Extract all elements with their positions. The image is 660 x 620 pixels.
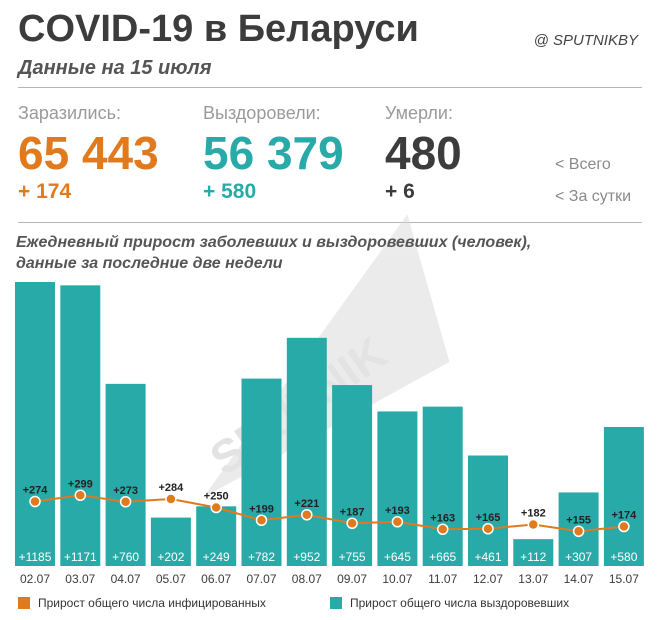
recovered-value-label: +1185: [19, 550, 52, 564]
bar: [105, 383, 146, 566]
infected-point: [346, 517, 358, 529]
page-subtitle: Данные на 15 июля: [18, 57, 212, 79]
recovered-value-label: +112: [520, 550, 546, 564]
bar: [196, 506, 237, 566]
x-tick-label: 08.07: [292, 572, 322, 586]
legend-infected-label: Прирост общего числа инфицированных: [38, 596, 266, 610]
infected-point: [572, 525, 585, 537]
bar: [513, 539, 554, 566]
infected-value-label: +299: [68, 478, 93, 490]
infected-point: [255, 514, 268, 526]
infected-value-label: +199: [249, 503, 274, 515]
infected-point: [29, 495, 41, 508]
recovered-value-label: +665: [429, 550, 456, 564]
infected-point: [165, 493, 177, 505]
legend-recovered: Прирост общего числа выздоровевших: [330, 596, 569, 610]
infected-point: [301, 509, 313, 521]
recovered-value-label: +952: [293, 550, 320, 564]
infected-value-label: +165: [476, 512, 501, 524]
stat-recovered-label: Выздоровели:: [203, 103, 321, 123]
note-day: < За сутки: [555, 188, 632, 205]
recovered-value-label: +1171: [64, 550, 97, 564]
stat-recovered-delta: + 580: [203, 180, 257, 203]
legend-recovered-label: Прирост общего числа выздоровевших: [350, 596, 570, 610]
stat-dead: Умерли: 480 + 6: [385, 103, 462, 204]
recovered-value-label: +782: [248, 550, 275, 564]
stat-dead-total: 480: [385, 127, 462, 179]
infected-point: [482, 523, 494, 535]
bar: [603, 426, 644, 566]
bar: [60, 285, 101, 566]
recovered-value-label: +580: [610, 550, 637, 564]
brand-handle[interactable]: @ SPUTNIKBY: [533, 32, 638, 49]
x-tick-label: 02.07: [20, 572, 50, 586]
recovered-value-label: +307: [565, 550, 592, 564]
x-tick-label: 15.07: [609, 572, 639, 586]
bar: [377, 411, 418, 566]
x-tick-label: 07.07: [246, 572, 276, 586]
infected-point: [391, 516, 404, 528]
bar: [286, 337, 327, 566]
stat-recovered: Выздоровели: 56 379 + 580: [203, 103, 344, 204]
bar: [332, 385, 373, 566]
stat-infected-delta: + 174: [18, 180, 72, 203]
header-divider: [18, 87, 642, 88]
recovered-value-label: +760: [112, 550, 139, 564]
chart-title: Ежедневный прирост заболевших и выздоров…: [16, 232, 616, 274]
stat-dead-label: Умерли:: [385, 103, 453, 123]
infected-value-label: +193: [385, 505, 410, 517]
chart-title-line-1: Ежедневный прирост заболевших и выздоров…: [16, 234, 532, 251]
x-tick-label: 04.07: [111, 572, 141, 586]
stat-dead-delta: + 6: [385, 180, 415, 203]
page-title: COVID-19 в Беларуси: [18, 8, 419, 50]
infected-value-label: +155: [566, 514, 591, 526]
infected-point: [210, 501, 222, 514]
x-tick-label: 11.07: [428, 572, 457, 586]
stat-recovered-total: 56 379: [203, 127, 344, 179]
recovered-value-label: +461: [474, 550, 501, 564]
x-tick-label: 06.07: [201, 572, 231, 586]
infected-point: [74, 489, 87, 501]
stats-divider: [18, 222, 642, 223]
recovered-value-label: +249: [203, 550, 230, 564]
recovered-value-label: +755: [339, 550, 366, 564]
infected-value-label: +274: [23, 485, 49, 497]
x-tick-label: 14.07: [564, 572, 594, 586]
stat-infected-total: 65 443: [18, 127, 159, 179]
x-tick-label: 03.07: [65, 572, 95, 586]
infected-point: [436, 523, 449, 535]
infected-value-label: +273: [113, 485, 138, 497]
infected-value-label: +250: [204, 491, 229, 503]
bar: [241, 378, 282, 566]
infected-value-label: +187: [340, 506, 365, 518]
stat-infected-label: Заразились:: [18, 103, 121, 123]
recovered-value-label: +202: [157, 550, 184, 564]
infected-value-label: +221: [294, 498, 319, 510]
bar: [150, 517, 191, 566]
bar: [15, 282, 55, 566]
recovered-value-label: +645: [384, 550, 411, 564]
legend-recovered-swatch: [330, 597, 342, 609]
infected-point: [618, 520, 630, 533]
infected-point: [527, 518, 540, 531]
x-tick-label: 10.07: [382, 572, 412, 586]
x-tick-label: 09.07: [337, 572, 367, 586]
infected-value-label: +174: [612, 510, 638, 522]
legend-infected-swatch: [18, 597, 30, 609]
chart-title-line-2: данные за последние две недели: [16, 255, 283, 272]
infected-point: [119, 496, 132, 508]
note-total: < Всего: [555, 156, 611, 173]
infected-value-label: +284: [159, 482, 185, 494]
x-tick-label: 05.07: [156, 572, 186, 586]
infected-line: [34, 494, 625, 533]
infected-value-label: +163: [430, 512, 455, 524]
bar: [468, 455, 508, 566]
x-tick-label: 13.07: [518, 572, 548, 586]
bar: [422, 406, 463, 566]
infected-value-label: +182: [521, 508, 546, 520]
x-tick-label: 12.07: [473, 572, 503, 586]
legend-infected: Прирост общего числа инфицированных: [18, 596, 266, 610]
stat-infected: Заразились: 65 443 + 174: [18, 103, 159, 204]
